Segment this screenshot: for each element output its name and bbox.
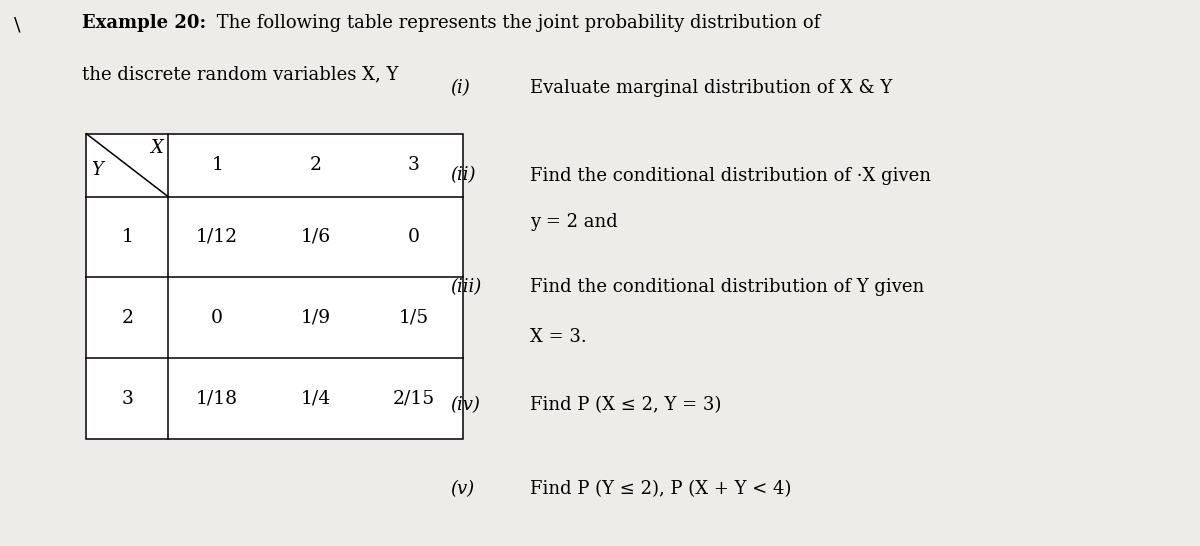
Text: the discrete random variables X, Y: the discrete random variables X, Y — [82, 66, 398, 84]
Text: Y: Y — [91, 161, 103, 179]
Text: (i): (i) — [450, 79, 469, 97]
Text: 1/18: 1/18 — [196, 390, 239, 407]
Text: (iv): (iv) — [450, 396, 480, 414]
Bar — [86, 134, 463, 439]
Text: 1: 1 — [121, 228, 133, 246]
Text: 2/15: 2/15 — [392, 390, 436, 407]
Text: y = 2 and: y = 2 and — [530, 213, 618, 231]
Text: 1/12: 1/12 — [196, 228, 239, 246]
Text: Find the conditional distribution of Y given: Find the conditional distribution of Y g… — [530, 278, 925, 296]
Text: Find the conditional distribution of ·X given: Find the conditional distribution of ·X … — [530, 167, 931, 185]
Text: 0: 0 — [211, 309, 223, 327]
Text: X: X — [150, 139, 163, 157]
Text: 1/9: 1/9 — [300, 309, 331, 327]
Text: (v): (v) — [450, 480, 474, 498]
Text: X = 3.: X = 3. — [530, 328, 587, 346]
Text: 1/4: 1/4 — [300, 390, 331, 407]
Text: 3: 3 — [408, 156, 420, 174]
Text: Find P (X ≤ 2, Y = 3): Find P (X ≤ 2, Y = 3) — [530, 396, 721, 414]
Text: Example 20:: Example 20: — [82, 14, 205, 32]
Text: 2: 2 — [310, 156, 322, 174]
Text: 2: 2 — [121, 309, 133, 327]
Text: (ii): (ii) — [450, 167, 475, 185]
Text: Evaluate marginal distribution of X & Y: Evaluate marginal distribution of X & Y — [530, 79, 893, 97]
Text: 0: 0 — [408, 228, 420, 246]
Text: 1/6: 1/6 — [300, 228, 331, 246]
Text: The following table represents the joint probability distribution of: The following table represents the joint… — [211, 14, 821, 32]
Text: (iii): (iii) — [450, 278, 481, 296]
Text: 1: 1 — [211, 156, 223, 174]
Text: 1/5: 1/5 — [398, 309, 430, 327]
Text: \: \ — [14, 16, 22, 34]
Text: Find P (Y ≤ 2), P (X + Y < 4): Find P (Y ≤ 2), P (X + Y < 4) — [530, 480, 792, 498]
Text: 3: 3 — [121, 390, 133, 407]
